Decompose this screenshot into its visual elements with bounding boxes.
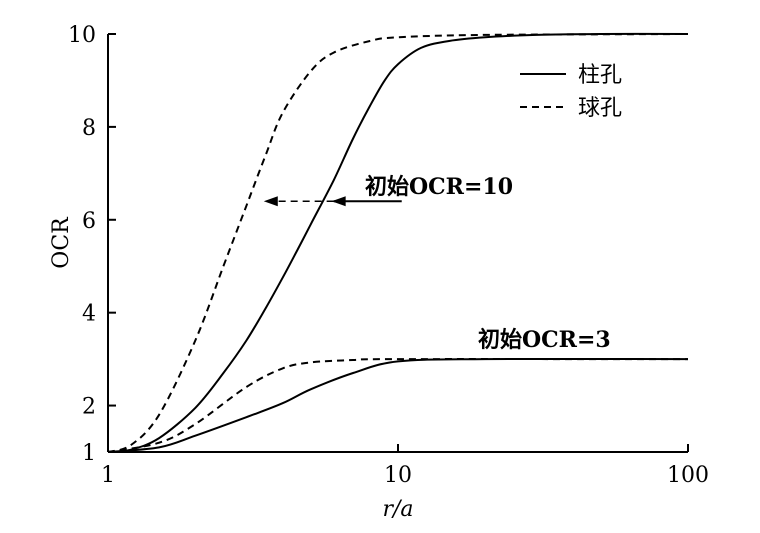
- annotation-layer: [263, 196, 402, 207]
- legend: [520, 73, 566, 108]
- y-tick-label: 4: [82, 302, 96, 327]
- annotation-ocr10-label: 初始OCR=10: [365, 174, 513, 200]
- axis-ticks: 1 2 4 6 8 10 1 10 100: [68, 23, 709, 488]
- x-tick-label: 1: [101, 463, 115, 488]
- x-axis-title: r/a: [382, 497, 413, 522]
- annotation-arrowhead-mid: [331, 196, 346, 207]
- annotation-arrowhead-end: [263, 196, 278, 207]
- legend-label-cylinder: 柱孔: [578, 63, 622, 88]
- series-line-3: [107, 358, 689, 453]
- x-tick-label: 10: [384, 463, 412, 488]
- y-axis-title: OCR: [49, 216, 74, 269]
- series-layer: [107, 32, 689, 453]
- legend-label-sphere: 球孔: [578, 96, 622, 121]
- y-tick-label: 2: [82, 395, 96, 420]
- y-tick-label: 8: [82, 116, 96, 141]
- y-tick-label: 10: [68, 23, 96, 48]
- x-tick-label: 100: [667, 463, 709, 488]
- series-line-2: [107, 357, 689, 453]
- series-line-0: [107, 32, 689, 453]
- y-tick-label: 1: [82, 441, 96, 466]
- series-line-1: [107, 33, 689, 453]
- y-tick-label: 6: [82, 209, 96, 234]
- annotation-ocr3-label: 初始OCR=3: [478, 327, 611, 353]
